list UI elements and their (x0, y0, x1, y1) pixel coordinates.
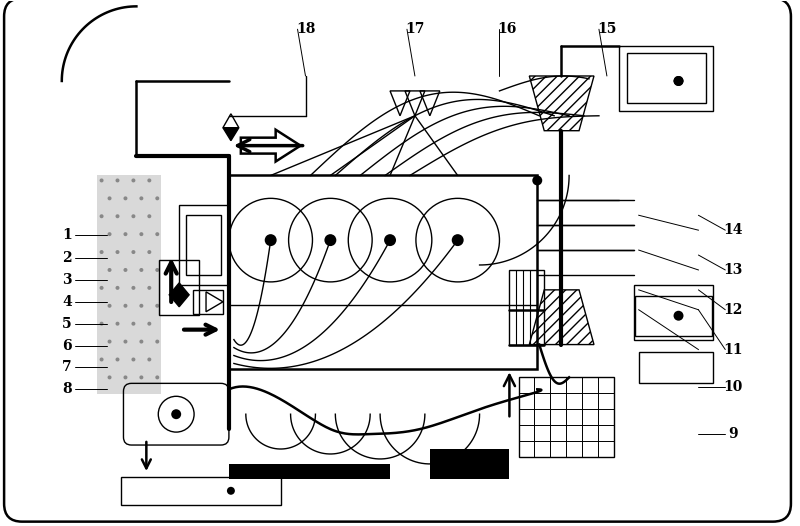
Circle shape (123, 196, 127, 200)
Circle shape (139, 196, 143, 200)
Bar (626, 53, 706, 103)
Text: 18: 18 (296, 22, 315, 36)
Circle shape (123, 340, 127, 343)
Circle shape (147, 358, 151, 361)
Circle shape (99, 286, 103, 290)
Text: 6: 6 (62, 339, 71, 352)
Circle shape (115, 178, 119, 183)
Text: 4: 4 (62, 295, 72, 309)
Bar (634, 285, 714, 340)
Circle shape (107, 268, 111, 272)
Circle shape (123, 232, 127, 236)
Circle shape (147, 286, 151, 290)
Circle shape (147, 250, 151, 254)
Text: 16: 16 (498, 22, 517, 36)
Circle shape (99, 214, 103, 218)
Circle shape (131, 214, 135, 218)
Text: 9: 9 (729, 427, 738, 441)
Text: 2: 2 (62, 251, 71, 265)
Circle shape (155, 304, 159, 308)
Text: 5: 5 (62, 317, 71, 331)
Circle shape (452, 234, 464, 246)
Text: 10: 10 (723, 380, 743, 394)
Circle shape (131, 250, 135, 254)
Circle shape (115, 322, 119, 326)
Bar (122, 477, 281, 505)
Circle shape (139, 268, 143, 272)
Circle shape (115, 250, 119, 254)
Circle shape (674, 311, 683, 321)
Bar (619, 46, 714, 111)
Circle shape (123, 268, 127, 272)
Circle shape (99, 250, 103, 254)
Circle shape (171, 409, 181, 419)
Circle shape (99, 358, 103, 361)
Circle shape (123, 304, 127, 308)
Circle shape (139, 376, 143, 379)
Bar (229, 176, 538, 369)
Circle shape (107, 232, 111, 236)
Text: 14: 14 (723, 223, 743, 237)
Circle shape (131, 286, 135, 290)
Circle shape (155, 268, 159, 272)
Text: 15: 15 (598, 22, 617, 36)
Circle shape (147, 322, 151, 326)
Circle shape (107, 376, 111, 379)
Circle shape (147, 178, 151, 183)
Circle shape (139, 340, 143, 343)
Circle shape (147, 214, 151, 218)
Polygon shape (97, 176, 162, 394)
Circle shape (107, 304, 111, 308)
Bar (634, 296, 712, 336)
Polygon shape (241, 130, 301, 161)
Circle shape (99, 322, 103, 326)
Circle shape (115, 214, 119, 218)
Circle shape (674, 76, 683, 86)
Bar (186, 215, 221, 275)
Circle shape (384, 234, 396, 246)
Bar (159, 260, 199, 315)
Text: 13: 13 (723, 263, 743, 277)
Circle shape (107, 340, 111, 343)
Circle shape (155, 340, 159, 343)
Circle shape (155, 376, 159, 379)
Polygon shape (229, 464, 390, 479)
Polygon shape (170, 283, 189, 307)
Bar (193, 290, 223, 313)
Circle shape (123, 376, 127, 379)
Circle shape (674, 76, 683, 86)
Circle shape (131, 322, 135, 326)
Bar (510, 270, 544, 345)
Circle shape (131, 358, 135, 361)
Circle shape (131, 178, 135, 183)
Circle shape (227, 487, 235, 495)
Circle shape (115, 286, 119, 290)
Circle shape (139, 232, 143, 236)
Text: 3: 3 (62, 273, 71, 287)
Text: 17: 17 (406, 22, 425, 36)
Text: 7: 7 (62, 360, 71, 375)
Circle shape (532, 176, 542, 185)
Circle shape (155, 232, 159, 236)
Bar (638, 351, 714, 383)
Polygon shape (430, 449, 510, 479)
Bar (519, 377, 614, 457)
Circle shape (139, 304, 143, 308)
Circle shape (325, 234, 336, 246)
Circle shape (99, 178, 103, 183)
Circle shape (107, 196, 111, 200)
Text: 8: 8 (62, 382, 71, 396)
Circle shape (265, 234, 277, 246)
Text: 11: 11 (723, 342, 743, 357)
Text: 12: 12 (723, 303, 743, 317)
Bar (179, 205, 229, 285)
Polygon shape (223, 128, 239, 140)
Circle shape (115, 358, 119, 361)
Text: 1: 1 (62, 228, 72, 242)
Circle shape (155, 196, 159, 200)
